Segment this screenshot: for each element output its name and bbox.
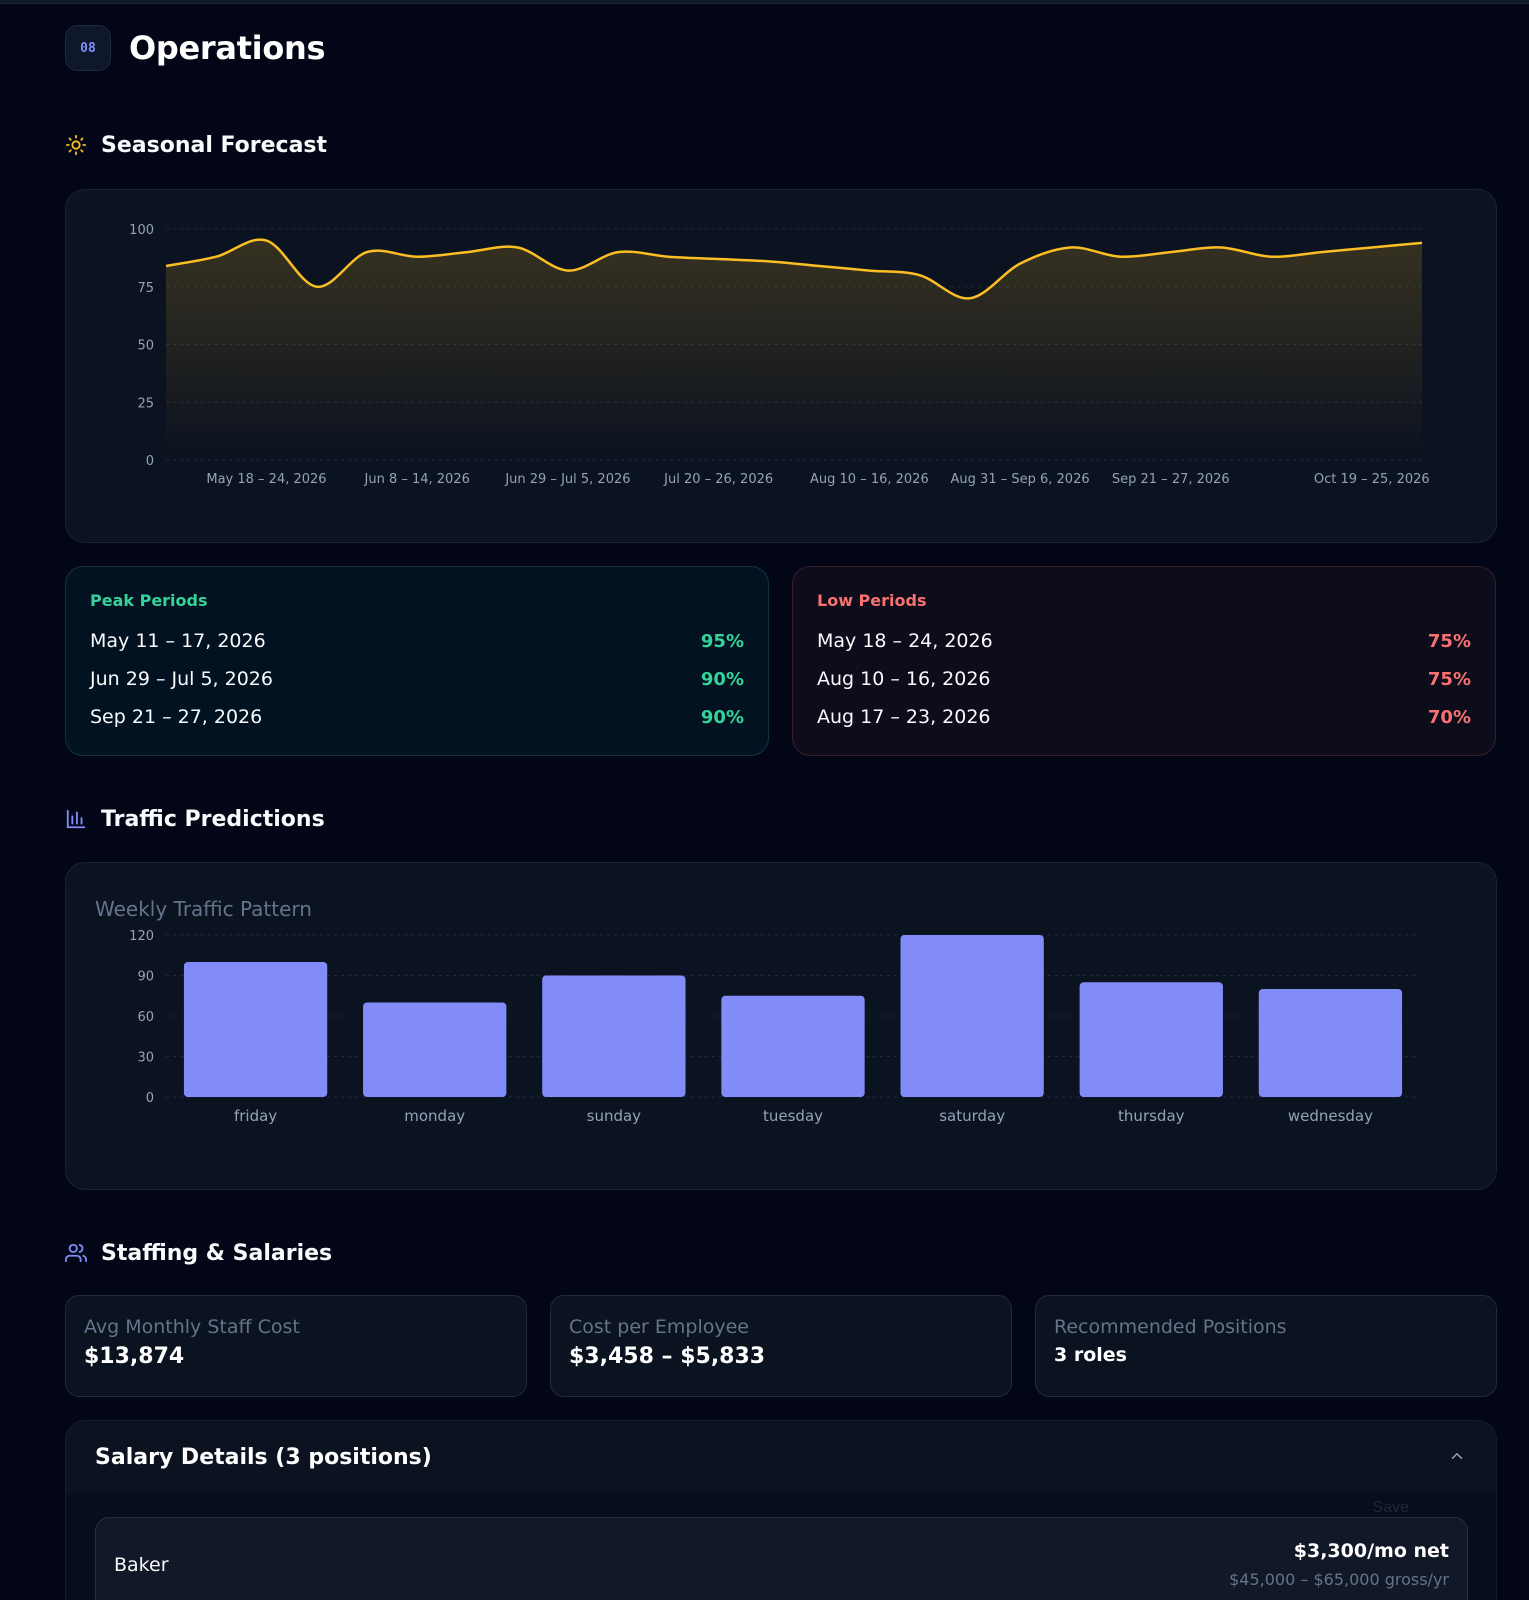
salary-details-body: Save Baker $3,300/mo net $45,000 – $65,0… — [66, 1493, 1496, 1600]
seasonal-forecast-title: Seasonal Forecast — [101, 133, 328, 158]
low-periods-card: Low Periods May 18 – 24, 2026 75% Aug 10… — [792, 566, 1496, 756]
peak-period-row: Jun 29 – Jul 5, 2026 90% — [90, 660, 744, 698]
section-header: 08 Operations — [65, 24, 326, 72]
y-tick-label: 60 — [137, 1010, 154, 1025]
x-tick-label: Jun 8 – 14, 2026 — [364, 472, 470, 487]
y-tick-label: 25 — [137, 396, 154, 411]
y-tick-label: 100 — [129, 223, 154, 238]
page-title: Operations — [129, 29, 326, 67]
peak-period-row: Sep 21 – 27, 2026 90% — [90, 698, 744, 736]
x-tick-label: tuesday — [763, 1107, 823, 1125]
x-tick-label: sunday — [587, 1107, 642, 1125]
stat-card-monthly-cost: Avg Monthly Staff Cost $13,874 — [65, 1295, 527, 1397]
stat-label: Cost per Employee — [569, 1316, 749, 1338]
x-tick-label: Aug 31 – Sep 6, 2026 — [951, 472, 1090, 487]
peak-period-value: 95% — [700, 630, 744, 652]
salary-details-toggle[interactable]: Salary Details (3 positions) — [66, 1421, 1496, 1493]
seasonal-forecast-heading: Seasonal Forecast — [65, 133, 327, 158]
low-periods-title: Low Periods — [817, 591, 927, 610]
bar-chart-icon — [65, 808, 89, 832]
traffic-chart-title: Weekly Traffic Pattern — [95, 897, 312, 921]
salary-role-card[interactable]: Baker $3,300/mo net $45,000 – $65,000 gr… — [95, 1517, 1468, 1600]
y-tick-label: 0 — [146, 1091, 154, 1106]
salary-details-title: Salary Details (3 positions) — [95, 1444, 432, 1470]
x-tick-label: wednesday — [1288, 1107, 1373, 1125]
traffic-predictions-heading: Traffic Predictions — [65, 807, 325, 832]
users-icon — [65, 1242, 89, 1266]
seasonal-area-chart: 0 25 50 75 100 May 18 – 24, 2026 Jun 8 – 14, … — [129, 223, 1430, 487]
top-border — [0, 0, 1529, 4]
traffic-predictions-title: Traffic Predictions — [101, 807, 325, 832]
bar-monday[interactable] — [363, 1002, 507, 1098]
low-period-date: Aug 17 – 23, 2026 — [817, 706, 991, 728]
role-net-salary: $3,300/mo net — [1293, 1540, 1449, 1562]
stat-value: $13,874 — [84, 1344, 185, 1369]
x-tick-label: Aug 10 – 16, 2026 — [810, 472, 929, 487]
section-number-badge: 08 — [65, 25, 111, 71]
bar-tuesday[interactable] — [721, 995, 865, 1097]
x-tick-label: Jul 20 – 26, 2026 — [663, 472, 773, 487]
peak-periods-title: Peak Periods — [90, 591, 208, 610]
role-gross-salary: $45,000 – $65,000 gross/yr — [1229, 1570, 1449, 1589]
y-tick-label: 50 — [137, 339, 154, 354]
x-tick-label: saturday — [939, 1107, 1005, 1125]
peak-period-date: Jun 29 – Jul 5, 2026 — [90, 668, 273, 690]
x-tick-label: thursday — [1118, 1107, 1185, 1125]
x-tick-label: Oct 19 – 25, 2026 — [1314, 472, 1430, 487]
y-tick-label: 0 — [146, 454, 154, 469]
x-tick-label: friday — [234, 1107, 277, 1125]
bar-sunday[interactable] — [542, 975, 686, 1098]
seasonal-area-fill — [166, 239, 1422, 460]
stat-label: Recommended Positions — [1054, 1316, 1287, 1338]
low-period-value: 75% — [1427, 630, 1471, 652]
stat-card-recommended-positions: Recommended Positions 3 roles — [1035, 1295, 1497, 1397]
y-tick-label: 120 — [129, 929, 154, 944]
low-period-date: May 18 – 24, 2026 — [817, 630, 993, 652]
save-button[interactable]: Save — [1372, 1499, 1409, 1516]
seasonal-series-line — [165, 238, 1423, 300]
seasonal-chart-card: 0 25 50 75 100 May 18 – 24, 2026 Jun 8 – 14, … — [65, 189, 1497, 543]
peak-period-value: 90% — [700, 668, 744, 690]
x-tick-label: monday — [404, 1107, 465, 1125]
low-period-value: 75% — [1427, 668, 1471, 690]
traffic-bar-chart: 0 30 60 90 120 friday monday sunday tuesday satu… — [129, 929, 1420, 1125]
low-period-row: Aug 17 – 23, 2026 70% — [817, 698, 1471, 736]
low-period-row: May 18 – 24, 2026 75% — [817, 622, 1471, 660]
chevron-up-icon[interactable] — [1448, 1447, 1468, 1467]
x-tick-label: Jun 29 – Jul 5, 2026 — [504, 472, 630, 487]
low-period-date: Aug 10 – 16, 2026 — [817, 668, 991, 690]
stat-label: Avg Monthly Staff Cost — [84, 1316, 300, 1338]
peak-period-row: May 11 – 17, 2026 95% — [90, 622, 744, 660]
bar-friday[interactable] — [183, 962, 328, 1097]
bar-wednesday[interactable] — [1258, 989, 1403, 1097]
low-period-row: Aug 10 – 16, 2026 75% — [817, 660, 1471, 698]
staffing-heading: Staffing & Salaries — [65, 1241, 332, 1266]
y-tick-label: 90 — [137, 970, 154, 985]
staffing-title: Staffing & Salaries — [101, 1241, 333, 1266]
x-tick-label: May 18 – 24, 2026 — [206, 472, 326, 487]
y-tick-label: 30 — [137, 1051, 154, 1066]
salary-details-panel: Salary Details (3 positions) Save Baker … — [65, 1420, 1497, 1600]
peak-period-value: 90% — [700, 706, 744, 728]
bar-thursday[interactable] — [1079, 982, 1223, 1097]
peak-period-date: May 11 – 17, 2026 — [90, 630, 266, 652]
peak-period-date: Sep 21 – 27, 2026 — [90, 706, 263, 728]
stat-value: $3,458 – $5,833 — [569, 1344, 766, 1369]
bar-saturday[interactable] — [900, 935, 1044, 1097]
role-name: Baker — [114, 1554, 169, 1576]
y-tick-label: 75 — [137, 281, 154, 296]
x-tick-label: Sep 21 – 27, 2026 — [1112, 472, 1230, 487]
stat-value: 3 roles — [1054, 1344, 1127, 1366]
low-period-value: 70% — [1427, 706, 1471, 728]
stat-card-cost-per-employee: Cost per Employee $3,458 – $5,833 — [550, 1295, 1012, 1397]
sun-icon — [65, 134, 89, 158]
traffic-chart-card: Weekly Traffic Pattern 0 30 60 90 120 friday… — [65, 862, 1497, 1190]
peak-periods-card: Peak Periods May 11 – 17, 2026 95% Jun 2… — [65, 566, 769, 756]
